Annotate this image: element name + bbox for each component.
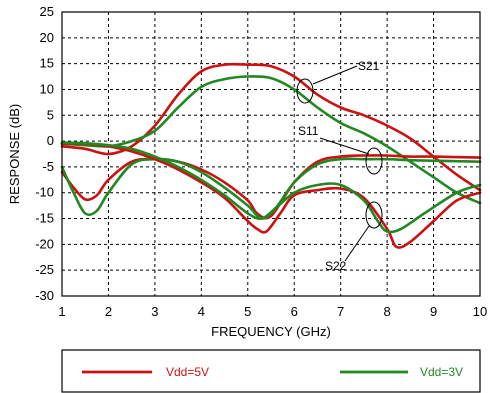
y-tick-label: 15 (40, 56, 54, 71)
annotation-leader (344, 225, 370, 262)
series-s21-vdd-3v (60, 75, 482, 205)
x-tick-label: 7 (337, 304, 344, 319)
plot-frame (61, 11, 481, 297)
x-tick-label: 10 (473, 304, 487, 319)
y-tick-label: 10 (40, 81, 54, 96)
x-tick-label: 4 (198, 304, 205, 319)
annotation-label: S22 (325, 259, 347, 273)
y-tick-label: -25 (35, 262, 54, 277)
x-tick-label: 3 (151, 304, 158, 319)
tick-labels: 1 2 3 4 5 6 7 8 9 10 25 20 15 10 5 0 -5 -10 -15 -20 -25 -30 (35, 4, 487, 319)
x-tick-label: 9 (430, 304, 437, 319)
series-s11-vdd-5v (60, 154, 482, 220)
annotation-ellipse (296, 78, 314, 104)
y-tick-label: -10 (35, 185, 54, 200)
annotation-label: S11 (298, 124, 319, 138)
y-tick-label: 20 (40, 30, 54, 45)
x-axis-label: FREQUENCY (GHz) (211, 324, 331, 339)
legend-label: Vdd=5V (166, 365, 209, 379)
y-tick-label: -30 (35, 288, 54, 303)
y-tick-label: 25 (40, 4, 54, 19)
y-tick-label: -15 (35, 211, 54, 226)
x-tick-label: 5 (244, 304, 251, 319)
legend-box (61, 349, 481, 393)
x-tick-label: 1 (58, 304, 65, 319)
annotation-leader (319, 137, 370, 155)
legend-label: Vdd=3V (420, 365, 463, 379)
x-tick-label: 8 (383, 304, 390, 319)
annotation-ellipse (365, 147, 383, 175)
y-tick-label: 5 (47, 107, 54, 122)
grid (62, 12, 480, 296)
series-s11-vdd-3v (60, 157, 482, 220)
x-tick-label: 6 (291, 304, 298, 319)
series-layer (60, 62, 482, 249)
y-tick-label: -20 (35, 236, 54, 251)
annotation-label: S21 (358, 59, 380, 73)
series-s22-vdd-3v (60, 141, 482, 234)
annotation-leader (312, 65, 358, 85)
y-tick-label: -5 (42, 159, 54, 174)
series-s21-vdd-5v (60, 62, 482, 192)
annotation-ellipse (365, 201, 383, 229)
series-s22-vdd-5v (60, 142, 482, 249)
y-tick-label: 0 (47, 133, 54, 148)
legend: Vdd=5V Vdd=3V (82, 365, 463, 379)
y-axis-label: RESPONSE (dB) (7, 104, 22, 204)
x-tick-label: 2 (105, 304, 112, 319)
annotations: S21 S11 S22 (296, 59, 383, 273)
